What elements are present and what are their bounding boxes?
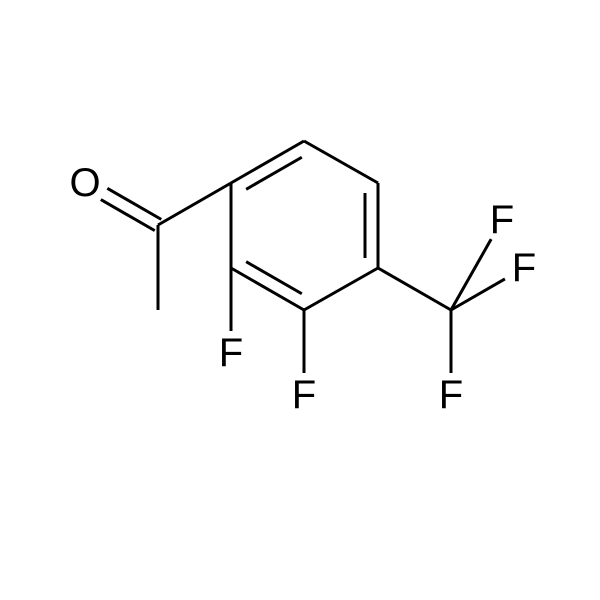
bond-line — [304, 141, 378, 183]
bond-line — [101, 200, 155, 231]
molecule-diagram: OFFFFF — [0, 0, 600, 600]
bond-line — [378, 268, 451, 310]
bond-line — [158, 183, 231, 225]
atom-label: F — [512, 246, 536, 290]
bond-line — [246, 262, 302, 294]
atom-label: F — [490, 198, 514, 242]
bond-line — [304, 268, 378, 310]
atom-label: F — [439, 373, 463, 417]
atom-label: O — [69, 161, 100, 205]
atom-label: F — [292, 373, 316, 417]
bond-line — [107, 188, 161, 219]
atom-label: F — [219, 331, 243, 375]
bond-line — [246, 157, 302, 189]
